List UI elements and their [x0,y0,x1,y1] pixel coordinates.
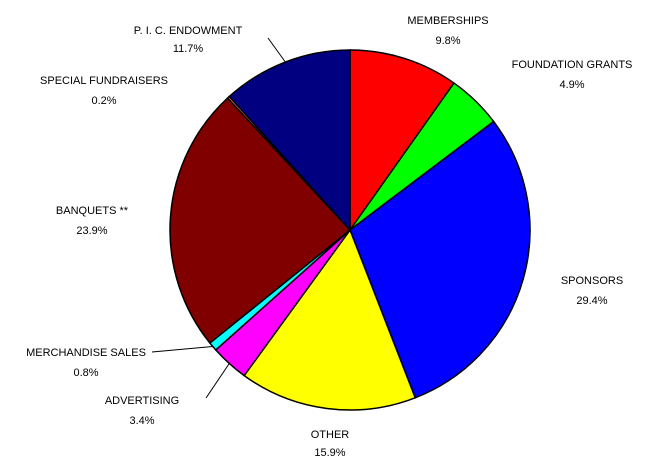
slice-pct-other: 15.9% [314,447,345,459]
slice-pct-memberships: 9.8% [435,35,460,47]
slice-pct-advertising: 3.4% [129,415,154,427]
leader-line-advertising [205,363,230,399]
label-other: OTHER 15.9% [311,429,350,459]
pie-slice-banquets [169,96,352,345]
label-advertising: ADVERTISING 3.4% [105,395,179,427]
label-merchandise-sales: MERCHANDISE SALES 0.8% [26,347,146,379]
leader-line-merchandise-sales [151,345,213,353]
slice-pct-merchandise-sales: 0.8% [73,367,98,379]
label-memberships: MEMBERSHIPS 9.8% [407,15,488,47]
slice-label-merchandise-sales: MERCHANDISE SALES [26,347,146,359]
slice-pct-special-fundraisers: 0.2% [91,95,116,107]
leader-lines [151,37,286,399]
leader-line-p-i-c-endowment [267,37,286,63]
slice-label-advertising: ADVERTISING [105,395,179,407]
pie-slices [169,49,531,411]
label-sponsors: SPONSORS 29.4% [561,275,623,307]
slice-pct-sponsors: 29.4% [576,295,607,307]
slice-label-pic-endowment: P. I. C. ENDOWMENT [134,25,243,37]
slice-pct-banquets: 23.9% [76,225,107,237]
pie-slice-memberships [349,49,456,233]
slice-label-other: OTHER [311,429,350,441]
label-special-fundraisers: SPECIAL FUNDRAISERS 0.2% [40,75,168,107]
label-pic-endowment: P. I. C. ENDOWMENT 11.7% [134,25,243,55]
slice-label-banquets: BANQUETS ** [56,205,129,217]
slice-label-special-fundraisers: SPECIAL FUNDRAISERS [40,75,168,87]
label-banquets: BANQUETS ** 23.9% [56,205,129,237]
slice-pct-foundation-grants: 4.9% [559,79,584,91]
pie-slice-sponsors [349,120,531,399]
pie-slice-other [243,228,417,411]
label-foundation-grants: FOUNDATION GRANTS 4.9% [512,59,633,91]
pie-slice-p-i-c-endowment [228,49,351,232]
slice-label-sponsors: SPONSORS [561,275,623,287]
slice-label-memberships: MEMBERSHIPS [407,15,488,27]
slice-label-foundation-grants: FOUNDATION GRANTS [512,59,633,71]
slice-pct-pic-endowment: 11.7% [173,43,204,55]
